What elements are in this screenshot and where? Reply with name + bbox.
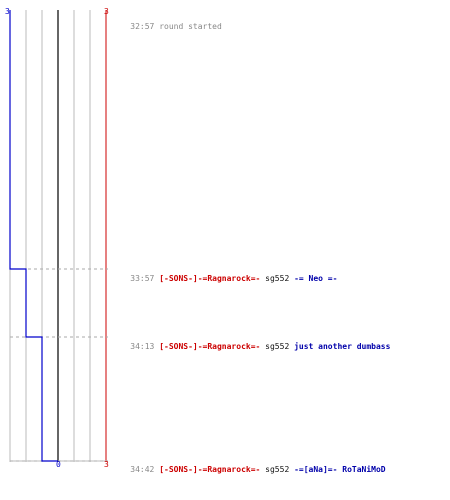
weapon-name: sg552 — [265, 342, 290, 351]
killer-name: [-SONS-]-=Ragnarock=- — [159, 465, 261, 474]
event-row: 34:13 [-SONS-]-=Ragnarock=- sg552 just a… — [111, 332, 390, 362]
event-row: 32:57 round started — [111, 12, 222, 42]
blue-score-bottom-label: 0 — [56, 460, 61, 469]
event-time: 34:13 — [130, 342, 155, 351]
victim-name: -= Neo =- — [294, 274, 338, 283]
red-score-top-label: 3 — [104, 7, 109, 16]
event-time: 32:57 — [130, 22, 155, 31]
event-time: 34:42 — [130, 465, 155, 474]
event-row: 33:57 [-SONS-]-=Ragnarock=- sg552 -= Neo… — [111, 264, 337, 294]
blue-score-top-label: 3 — [5, 7, 10, 16]
victim-name: -=[aNa]=- RoTaNiMoD — [294, 465, 386, 474]
killer-name: [-SONS-]-=Ragnarock=- — [159, 274, 261, 283]
victim-name: just another dumbass — [294, 342, 391, 351]
weapon-name: sg552 — [265, 465, 290, 474]
weapon-name: sg552 — [265, 274, 290, 283]
blue-score-line — [9, 10, 58, 462]
red-score-bottom-label: 3 — [104, 460, 109, 469]
event-text: round started — [159, 22, 222, 31]
killer-name: [-SONS-]-=Ragnarock=- — [159, 342, 261, 351]
event-row: 34:42 [-SONS-]-=Ragnarock=- sg552 -=[aNa… — [111, 455, 386, 485]
event-time: 33:57 — [130, 274, 155, 283]
